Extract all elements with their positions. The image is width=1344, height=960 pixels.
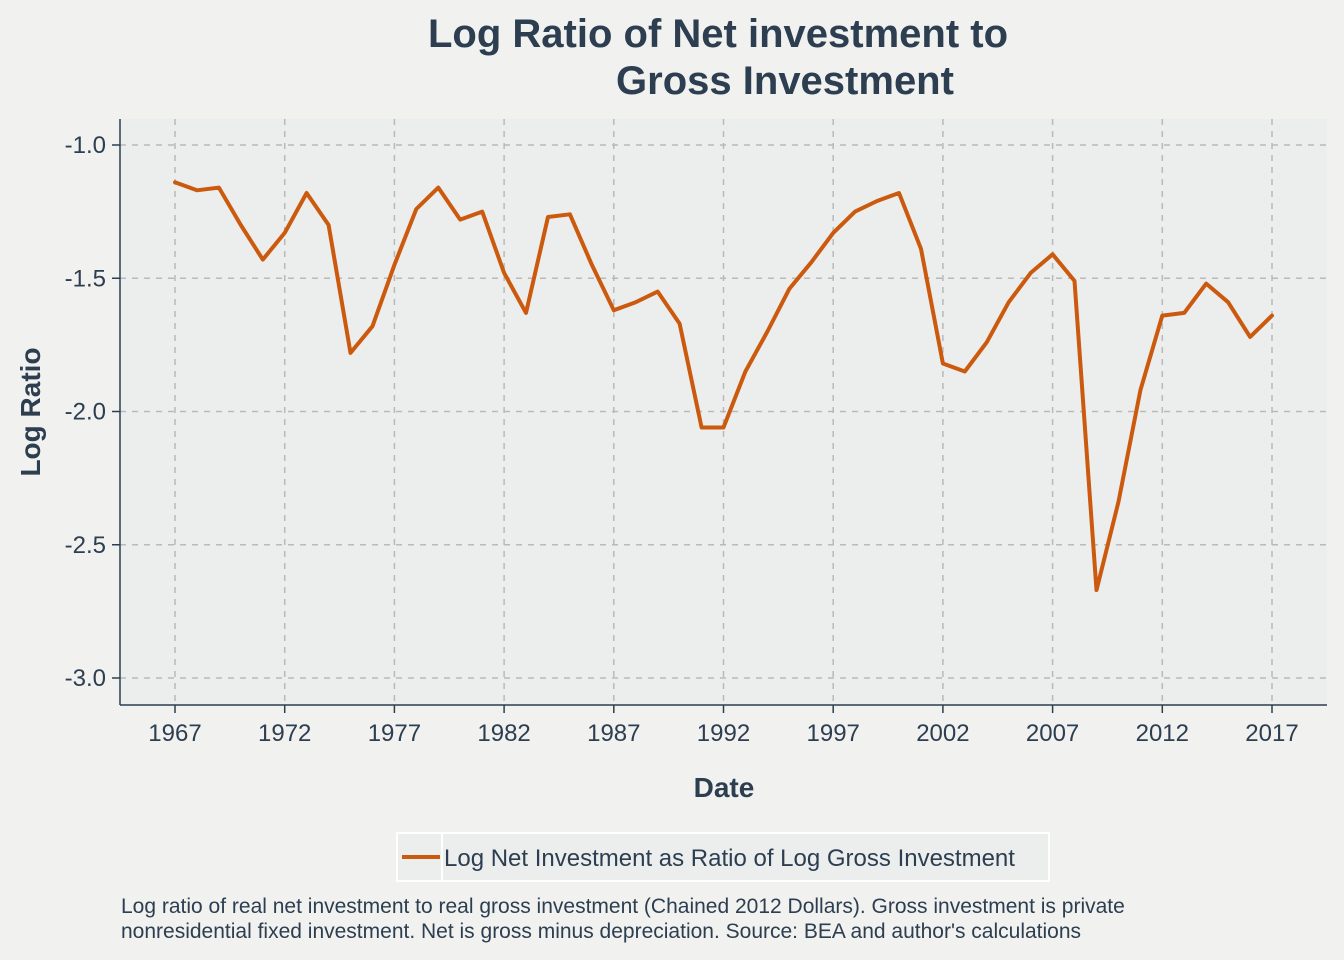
legend: Log Net Investment as Ratio of Log Gross… bbox=[396, 832, 1050, 882]
x-tick-label: 1977 bbox=[368, 720, 421, 747]
y-tick-label: -3.0 bbox=[65, 665, 106, 692]
series-layer bbox=[173, 180, 1274, 593]
chart-title-line-1: Log Ratio of Net investment to bbox=[428, 12, 1008, 56]
chart-note-line-2: nonresidential fixed investment. Net is … bbox=[121, 920, 1081, 943]
x-tick-label: 2012 bbox=[1136, 720, 1189, 747]
x-axis-title: Date bbox=[694, 772, 755, 803]
series-line bbox=[173, 180, 1274, 593]
axis-ticks: -1.0 -1.5 -2.0 -2.5 -3.0 1967 1972 1977 1982 1987… bbox=[65, 132, 1299, 747]
x-tick-label: 1967 bbox=[148, 720, 201, 747]
gridlines bbox=[120, 119, 1327, 705]
chart-note-line-1: Log ratio of real net investment to real… bbox=[121, 895, 1125, 918]
x-tick-label: 2017 bbox=[1245, 720, 1298, 747]
x-tick-label: 1972 bbox=[258, 720, 311, 747]
chart-title-line-2: Gross Investment bbox=[616, 59, 954, 103]
y-tick-label: -2.5 bbox=[65, 532, 106, 559]
x-tick-label: 2007 bbox=[1026, 720, 1079, 747]
x-tick-label: 1987 bbox=[587, 720, 640, 747]
y-tick-label: -1.0 bbox=[65, 132, 106, 159]
x-tick-label: 1992 bbox=[697, 720, 750, 747]
y-tick-label: -1.5 bbox=[65, 265, 106, 292]
x-tick-label: 2002 bbox=[916, 720, 969, 747]
x-tick-label: 1982 bbox=[477, 720, 530, 747]
y-tick-label: -2.0 bbox=[65, 399, 106, 426]
x-tick-label: 1997 bbox=[807, 720, 860, 747]
y-axis-title: Log Ratio bbox=[15, 347, 46, 476]
legend-box bbox=[396, 832, 1050, 882]
legend-entry-label: Log Net Investment as Ratio of Log Gross… bbox=[444, 845, 1015, 872]
